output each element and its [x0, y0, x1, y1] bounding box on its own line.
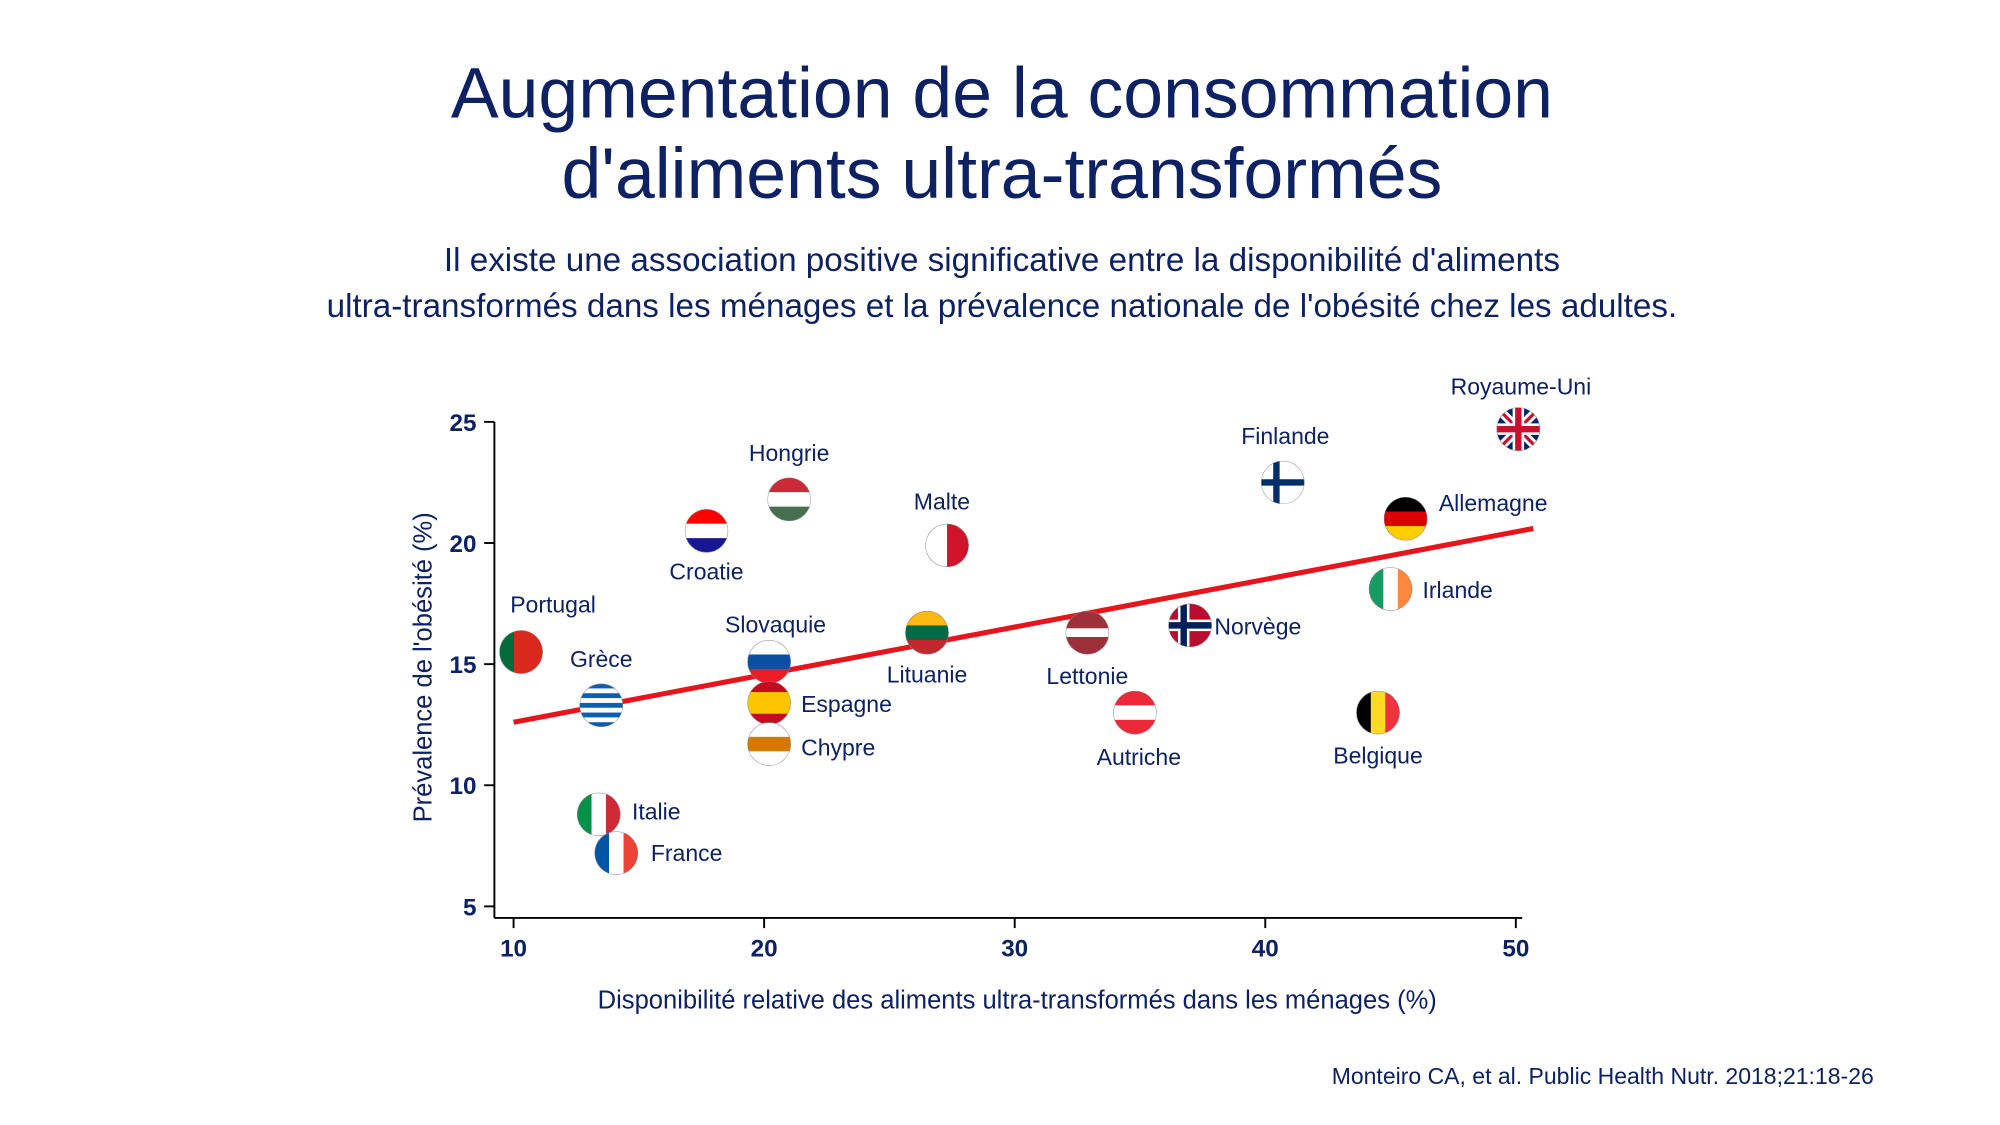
x-tick-label: 50: [1502, 935, 1529, 962]
flag-marker: [747, 722, 791, 766]
point-label: Finlande: [1241, 423, 1329, 449]
flag-marker: [1496, 407, 1541, 451]
flag-marker: [594, 831, 639, 875]
y-tick-label: 10: [449, 773, 476, 800]
source: Monteiro CA, et al. Public Health Nutr. …: [1332, 1063, 1874, 1089]
point-label: France: [651, 840, 723, 866]
flag-marker: [1113, 690, 1157, 735]
y-tick-label: 20: [449, 531, 476, 558]
y-tick-label: 5: [463, 894, 477, 921]
flag-marker: [905, 610, 949, 655]
flag-marker: [747, 639, 791, 684]
flag-marker: [577, 792, 621, 837]
flag-marker: [1261, 460, 1305, 505]
y-tick-label: 15: [449, 652, 476, 679]
point-label: Malte: [914, 489, 970, 515]
point-label: Croatie: [669, 558, 743, 584]
point-label: Portugal: [510, 591, 596, 617]
point-label: Norvège: [1214, 613, 1301, 639]
chart-title: Augmentation de la consommation: [451, 54, 1553, 134]
point-label: Royaume-Uni: [1451, 374, 1592, 400]
x-tick-label: 40: [1252, 935, 1279, 962]
point-label: Lituanie: [887, 661, 968, 687]
point-label: Chypre: [801, 735, 875, 761]
flag-marker: [1383, 497, 1428, 541]
point-label: Belgique: [1333, 743, 1423, 769]
x-tick-label: 10: [500, 935, 527, 962]
flag-marker: [579, 683, 623, 728]
point-label: Allemagne: [1439, 490, 1548, 516]
flag-marker: [925, 523, 969, 568]
point-label: Espagne: [801, 691, 892, 717]
flag-marker: [1168, 603, 1212, 648]
x-axis-title: Disponibilité relative des aliments ultr…: [598, 987, 1437, 1015]
flag-marker: [684, 509, 729, 553]
point-label: Irlande: [1423, 577, 1493, 603]
point-label: Autriche: [1097, 744, 1181, 770]
subtitle: ultra-transformés dans les ménages et la…: [327, 288, 1678, 325]
point-label: Slovaquie: [725, 611, 826, 637]
flag-marker: [1368, 567, 1413, 611]
chart-title: d'aliments ultra-transformés: [561, 134, 1442, 214]
y-axis-title: Prévalence de l'obésité (%): [410, 512, 438, 822]
point-label: Hongrie: [749, 440, 830, 466]
y-tick-label: 25: [449, 410, 476, 437]
flag-marker: [747, 681, 791, 725]
x-tick-label: 30: [1001, 935, 1028, 962]
subtitle: Il existe une association positive signi…: [444, 242, 1560, 279]
flag-marker: [499, 630, 543, 674]
flag-marker: [1065, 610, 1110, 655]
x-tick-label: 20: [751, 935, 778, 962]
point-label: Lettonie: [1046, 663, 1128, 689]
trend-line: [513, 525, 1534, 725]
point-label: Grèce: [570, 646, 633, 672]
flag-marker: [1356, 690, 1400, 735]
flag-marker: [767, 477, 811, 522]
point-label: Italie: [632, 798, 681, 824]
